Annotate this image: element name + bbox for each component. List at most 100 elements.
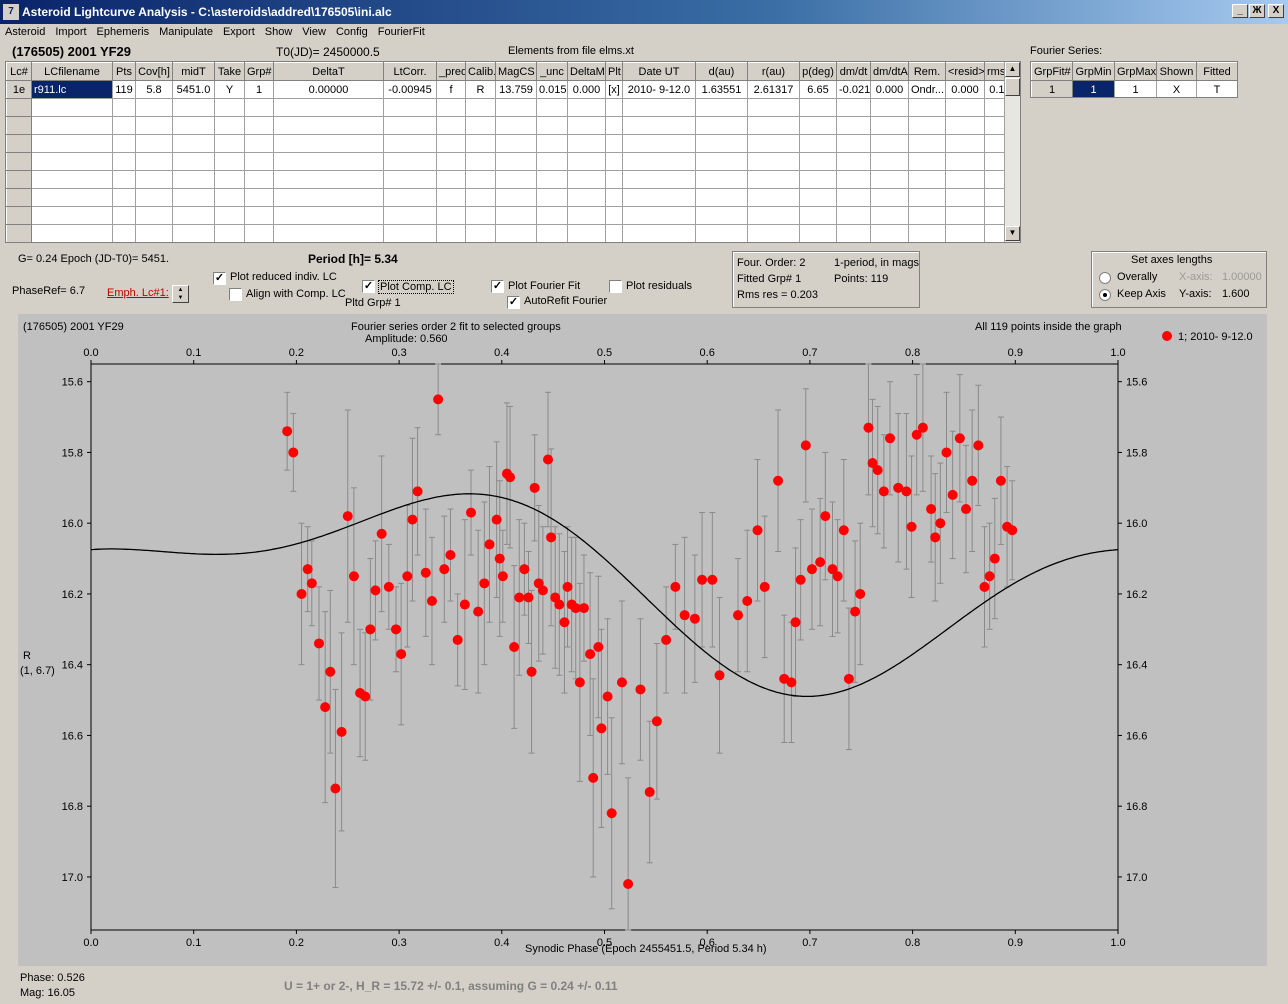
lc-cell[interactable] xyxy=(695,188,748,207)
data-point[interactable] xyxy=(296,588,307,599)
lc-cell[interactable] xyxy=(622,206,696,225)
lc-cell[interactable] xyxy=(870,170,909,189)
restore-button[interactable]: Ж xyxy=(1249,4,1265,18)
lc-cell[interactable] xyxy=(536,188,568,207)
lc-cell[interactable]: 1.63551 xyxy=(695,80,748,99)
lc-cell[interactable] xyxy=(214,116,245,135)
lc-cell[interactable] xyxy=(536,206,568,225)
data-point[interactable] xyxy=(989,553,1000,564)
lc-cell[interactable] xyxy=(135,206,173,225)
data-point[interactable] xyxy=(742,596,753,607)
lc-cell[interactable] xyxy=(870,134,909,153)
lc-cell[interactable] xyxy=(172,188,215,207)
plot-comp-checkbox[interactable]: ✓ xyxy=(362,280,375,293)
lc-cell[interactable] xyxy=(567,170,606,189)
lc-cell[interactable] xyxy=(908,134,946,153)
lc-cell[interactable] xyxy=(799,98,837,117)
data-point[interactable] xyxy=(313,638,324,649)
lc-row-header[interactable]: 1e xyxy=(6,80,32,99)
data-point[interactable] xyxy=(867,458,878,469)
lc-cell[interactable] xyxy=(495,224,537,242)
data-point[interactable] xyxy=(906,521,917,532)
lc-cell[interactable] xyxy=(495,152,537,171)
lc-cell[interactable] xyxy=(244,98,274,117)
lc-cell[interactable] xyxy=(31,206,113,225)
lightcurve-plot[interactable]: (176505) 2001 YF29 Fourier series order … xyxy=(18,314,1267,966)
lc-cell[interactable] xyxy=(799,170,837,189)
lc-col-header[interactable]: <resid> xyxy=(945,62,985,81)
lc-cell[interactable] xyxy=(836,188,871,207)
lc-cell[interactable] xyxy=(695,170,748,189)
data-point[interactable] xyxy=(786,677,797,688)
data-point[interactable] xyxy=(402,571,413,582)
lc-cell[interactable] xyxy=(567,134,606,153)
data-point[interactable] xyxy=(707,574,718,585)
data-point[interactable] xyxy=(838,525,849,536)
data-point[interactable] xyxy=(773,475,784,486)
menu-fourierfit[interactable]: FourierFit xyxy=(377,26,425,38)
lc-cell[interactable]: R xyxy=(465,80,496,99)
lc-cell[interactable] xyxy=(747,134,800,153)
lc-col-header[interactable]: LCfilename xyxy=(31,62,113,81)
data-point[interactable] xyxy=(644,787,655,798)
data-point[interactable] xyxy=(832,571,843,582)
data-point[interactable] xyxy=(806,564,817,575)
fourier-cell[interactable]: 1 xyxy=(1031,80,1073,97)
data-point[interactable] xyxy=(302,564,313,575)
lc-cell[interactable] xyxy=(465,134,496,153)
lc-cell[interactable] xyxy=(567,98,606,117)
lc-cell[interactable] xyxy=(495,116,537,135)
lc-row-header[interactable] xyxy=(6,134,32,153)
data-point[interactable] xyxy=(574,677,585,688)
data-point[interactable] xyxy=(1007,525,1018,536)
data-point[interactable] xyxy=(570,603,581,614)
data-point[interactable] xyxy=(935,518,946,529)
data-point[interactable] xyxy=(348,571,359,582)
align-comp-checkbox[interactable] xyxy=(229,288,242,301)
lc-cell[interactable]: 2010- 9-12.0 xyxy=(622,80,696,99)
lc-cell[interactable]: 13.759 xyxy=(495,80,537,99)
lc-cell[interactable] xyxy=(622,224,696,242)
lc-cell[interactable] xyxy=(605,152,623,171)
lc-col-header[interactable]: Cov[h] xyxy=(135,62,173,81)
lc-col-header[interactable]: Plt xyxy=(605,62,623,81)
data-point[interactable] xyxy=(893,482,904,493)
lc-cell[interactable] xyxy=(273,170,384,189)
data-point[interactable] xyxy=(596,723,607,734)
data-point[interactable] xyxy=(445,550,456,561)
lc-cell[interactable] xyxy=(605,206,623,225)
lc-col-header[interactable]: r(au) xyxy=(747,62,800,81)
lc-cell[interactable] xyxy=(695,134,748,153)
lc-table-row[interactable] xyxy=(6,98,1020,117)
lc-cell[interactable]: 0.000 xyxy=(567,80,606,99)
scroll-thumb[interactable] xyxy=(1005,78,1020,96)
lc-cell[interactable] xyxy=(244,206,274,225)
data-point[interactable] xyxy=(523,592,534,603)
lc-cell[interactable]: 5451.0 xyxy=(172,80,215,99)
data-point[interactable] xyxy=(529,482,540,493)
lc-cell[interactable] xyxy=(836,206,871,225)
data-point[interactable] xyxy=(947,489,958,500)
lc-row-header[interactable] xyxy=(6,116,32,135)
lc-cell[interactable] xyxy=(945,152,985,171)
lc-col-header[interactable]: Rem. xyxy=(908,62,946,81)
lc-cell[interactable] xyxy=(836,152,871,171)
lc-cell[interactable] xyxy=(135,170,173,189)
data-point[interactable] xyxy=(926,504,937,515)
emph-lc-link[interactable]: Emph. Lc#1: xyxy=(107,287,169,299)
lc-cell[interactable]: -0.00945 xyxy=(383,80,437,99)
data-point[interactable] xyxy=(526,666,537,677)
fourier-col-header[interactable]: GrpMax xyxy=(1114,62,1157,81)
lc-cell[interactable] xyxy=(622,170,696,189)
close-button[interactable]: X xyxy=(1268,4,1284,18)
lc-cell[interactable] xyxy=(908,98,946,117)
menu-import[interactable]: Import xyxy=(55,26,87,38)
lc-cell[interactable] xyxy=(567,116,606,135)
data-point[interactable] xyxy=(505,472,516,483)
data-point[interactable] xyxy=(984,571,995,582)
lc-cell[interactable]: [x] xyxy=(605,80,623,99)
lc-cell[interactable] xyxy=(383,170,437,189)
lc-cell[interactable] xyxy=(112,134,136,153)
data-point[interactable] xyxy=(759,581,770,592)
lc-cell[interactable] xyxy=(605,134,623,153)
